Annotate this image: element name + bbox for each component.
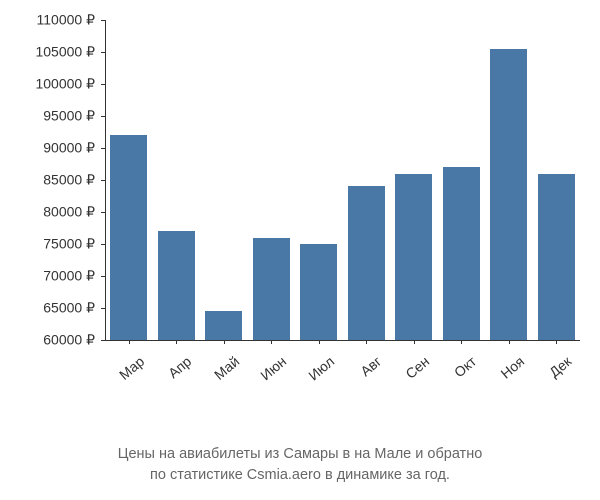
- y-tick-label: 90000 ₽: [43, 140, 95, 157]
- bar: [253, 238, 290, 340]
- x-tick-mark: [461, 340, 462, 344]
- y-tick-mark: [101, 276, 105, 277]
- x-tick-mark: [319, 340, 320, 344]
- y-tick-mark: [101, 340, 105, 341]
- x-tick-mark: [176, 340, 177, 344]
- x-tick-label: Мар: [109, 353, 147, 388]
- y-tick-label: 110000 ₽: [37, 12, 95, 29]
- y-tick-mark: [101, 84, 105, 85]
- x-tick-label: Окт: [442, 353, 480, 388]
- y-tick-mark: [101, 308, 105, 309]
- bar: [300, 244, 337, 340]
- y-tick-label: 60000 ₽: [43, 332, 95, 349]
- x-tick-mark: [271, 340, 272, 344]
- bar: [395, 174, 432, 340]
- x-tick-label: Сен: [394, 353, 432, 388]
- x-tick-label: Апр: [157, 353, 195, 388]
- x-tick-mark: [509, 340, 510, 344]
- x-tick-mark: [414, 340, 415, 344]
- y-tick-label: 80000 ₽: [43, 204, 95, 221]
- y-tick-label: 105000 ₽: [35, 44, 95, 61]
- bar: [110, 135, 147, 340]
- bar: [158, 231, 195, 340]
- y-tick-label: 95000 ₽: [43, 108, 95, 125]
- caption-line-2: по статистике Csmia.aero в динамике за г…: [150, 467, 450, 483]
- y-tick-mark: [101, 20, 105, 21]
- x-tick-label: Май: [204, 353, 242, 388]
- x-tick-label: Июн: [252, 353, 290, 388]
- y-tick-mark: [101, 116, 105, 117]
- x-tick-label: Дек: [537, 353, 575, 388]
- x-axis: Мар Апр Май Июн Июл Авг Сен Окт Ноя Дек: [105, 345, 580, 405]
- y-tick-mark: [101, 180, 105, 181]
- x-tick-label: Июл: [299, 353, 337, 388]
- x-tick-mark: [224, 340, 225, 344]
- y-tick-label: 75000 ₽: [43, 236, 95, 253]
- x-tick-mark: [366, 340, 367, 344]
- y-tick-label: 65000 ₽: [43, 300, 95, 317]
- bar: [538, 174, 575, 340]
- x-tick-mark: [556, 340, 557, 344]
- y-tick-label: 70000 ₽: [43, 268, 95, 285]
- y-tick-label: 100000 ₽: [35, 76, 95, 93]
- y-tick-mark: [101, 52, 105, 53]
- chart-caption: Цены на авиабилеты из Самары в на Мале и…: [0, 444, 600, 485]
- x-tick-mark: [129, 340, 130, 344]
- x-tick-label: Авг: [347, 353, 385, 388]
- y-tick-mark: [101, 212, 105, 213]
- bar: [348, 186, 385, 340]
- plot-area: [105, 20, 580, 340]
- y-tick-mark: [101, 148, 105, 149]
- bar: [205, 311, 242, 340]
- y-axis: 60000 ₽65000 ₽70000 ₽75000 ₽80000 ₽85000…: [10, 20, 100, 340]
- y-tick-label: 85000 ₽: [43, 172, 95, 189]
- bar: [490, 49, 527, 340]
- y-tick-mark: [101, 244, 105, 245]
- chart-container: 60000 ₽ 65000 ₽ 70000 ₽ 75000 ₽ 80000 ₽ 85000…: [10, 10, 590, 440]
- caption-line-1: Цены на авиабилеты из Самары в на Мале и…: [118, 446, 483, 462]
- x-tick-label: Ноя: [489, 353, 527, 388]
- bar: [443, 167, 480, 340]
